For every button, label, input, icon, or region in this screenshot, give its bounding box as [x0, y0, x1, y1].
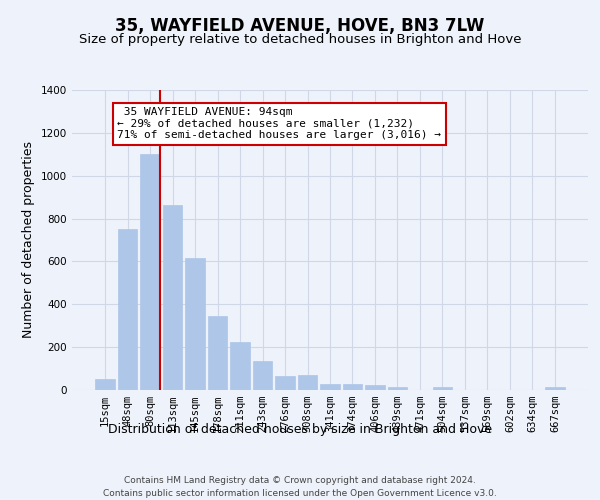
- Bar: [298, 375, 317, 390]
- Text: Distribution of detached houses by size in Brighton and Hove: Distribution of detached houses by size …: [108, 422, 492, 436]
- Text: Size of property relative to detached houses in Brighton and Hove: Size of property relative to detached ho…: [79, 32, 521, 46]
- Bar: [95, 380, 115, 390]
- Bar: [320, 384, 340, 390]
- Bar: [208, 316, 227, 390]
- Bar: [275, 376, 295, 390]
- Bar: [433, 387, 452, 390]
- Bar: [545, 387, 565, 390]
- Bar: [140, 154, 160, 390]
- Text: Contains public sector information licensed under the Open Government Licence v3: Contains public sector information licen…: [103, 489, 497, 498]
- Text: 35 WAYFIELD AVENUE: 94sqm
← 29% of detached houses are smaller (1,232)
71% of se: 35 WAYFIELD AVENUE: 94sqm ← 29% of detac…: [118, 107, 442, 140]
- Text: Contains HM Land Registry data © Crown copyright and database right 2024.: Contains HM Land Registry data © Crown c…: [124, 476, 476, 485]
- Bar: [388, 387, 407, 390]
- Bar: [365, 386, 385, 390]
- Bar: [253, 361, 272, 390]
- Bar: [163, 204, 182, 390]
- Bar: [118, 230, 137, 390]
- Text: 35, WAYFIELD AVENUE, HOVE, BN3 7LW: 35, WAYFIELD AVENUE, HOVE, BN3 7LW: [115, 18, 485, 36]
- Bar: [343, 384, 362, 390]
- Y-axis label: Number of detached properties: Number of detached properties: [22, 142, 35, 338]
- Bar: [230, 342, 250, 390]
- Bar: [185, 258, 205, 390]
